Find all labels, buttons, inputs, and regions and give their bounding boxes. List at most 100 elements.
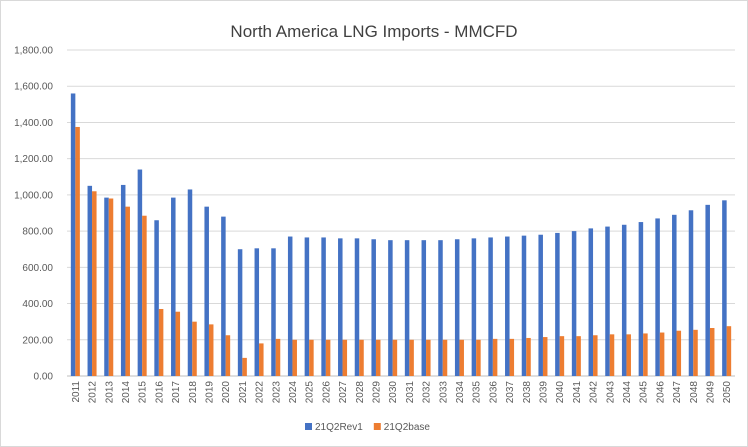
x-tick-label-2048: 2048 [689,381,700,404]
bar-21Q2Rev1-2048 [688,210,694,376]
bar-21Q2Rev1-2020 [221,216,226,376]
bar-21Q2base-2019 [208,324,214,376]
x-tick-label-2042: 2042 [589,381,600,404]
bar-21Q2base-2039 [542,337,548,376]
x-tick-label-2023: 2023 [271,381,282,404]
bar-21Q2base-2011 [75,126,80,376]
bar-21Q2base-2028 [359,339,364,376]
x-tick-label-2029: 2029 [371,381,382,404]
x-tick-label-2036: 2036 [488,381,499,404]
x-axis-ticks: 2011 2012 2013 2014 2015 2016 2017 2018 2019 2020… [71,381,733,404]
bar-21Q2Rev1-2043 [605,226,610,376]
bar-21Q2base-2037 [509,338,515,376]
bar-21Q2Rev1-2018 [187,189,193,376]
bar-21Q2base-2050 [726,326,732,376]
bar-21Q2Rev1-2017 [171,197,176,376]
bar-21Q2Rev1-2047 [672,214,677,376]
x-tick-label-2046: 2046 [655,381,666,404]
x-tick-label-2026: 2026 [321,381,332,404]
bar-21Q2Rev1-2027 [338,238,343,376]
y-axis-ticks: 0.00 200.00 400.00 600.00 800.00 1,000.00 1,20… [14,46,53,383]
bar-21Q2Rev1-2046 [655,218,660,376]
bar-21Q2Rev1-2026 [321,237,326,376]
x-tick-label-2011: 2011 [71,381,82,403]
y-tick-label-0: 0.00 [34,372,54,383]
x-tick-label-2040: 2040 [555,381,566,404]
y-tick-label-7: 1,400.00 [14,118,53,129]
bar-21Q2base-2020 [225,335,231,376]
y-tick-label-9: 1,800.00 [14,46,53,57]
bar-21Q2Rev1-2030 [388,240,393,376]
bar-21Q2base-2017 [175,311,181,376]
gridlines [67,49,735,377]
bar-21Q2base-2034 [459,339,464,376]
bar-21Q2Rev1-2038 [521,235,527,376]
y-tick-label-5: 1,000.00 [14,190,53,201]
x-tick-label-2012: 2012 [88,381,99,404]
y-tick-label-4: 800.00 [22,227,53,238]
x-tick-label-2014: 2014 [121,381,132,404]
x-tick-label-2047: 2047 [672,381,683,404]
bar-21Q2Rev1-2014 [120,184,126,376]
bar-21Q2base-2041 [576,336,581,376]
bar-21Q2Rev1-2016 [154,220,159,376]
bar-21Q2Rev1-2019 [204,206,209,376]
bar-21Q2base-2038 [526,337,531,376]
x-tick-label-2021: 2021 [238,381,249,404]
bar-21Q2Rev1-2037 [505,236,510,376]
bar-21Q2base-2027 [342,339,348,376]
x-tick-label-2017: 2017 [171,381,182,404]
bar-21Q2base-2026 [325,339,331,376]
x-tick-label-2020: 2020 [221,381,232,404]
y-tick-label-6: 1,200.00 [14,154,53,165]
x-tick-label-2041: 2041 [572,381,583,404]
x-tick-label-2015: 2015 [138,381,149,404]
x-tick-label-2016: 2016 [154,381,165,404]
bar-21Q2base-2048 [693,329,698,376]
bar-21Q2Rev1-2013 [104,197,109,376]
bar-21Q2base-2022 [259,343,264,376]
bar-21Q2base-2012 [92,191,97,376]
x-tick-label-2044: 2044 [622,381,633,404]
bar-21Q2base-2021 [242,357,247,376]
bar-21Q2base-2024 [292,339,297,376]
bar-21Q2base-2036 [492,338,498,376]
chart-title: North America LNG Imports - MMCFD [230,22,517,41]
bar-21Q2base-2046 [659,332,665,376]
x-tick-label-2013: 2013 [104,381,115,404]
bar-21Q2base-2015 [142,215,147,376]
legend-label-21Q2Rev1: 21Q2Rev1 [315,422,363,433]
bar-21Q2Rev1-2049 [705,204,710,376]
bar-21Q2Rev1-2022 [254,248,260,376]
bar-21Q2Rev1-2011 [70,93,76,376]
x-tick-label-2028: 2028 [355,381,366,404]
bar-21Q2base-2016 [158,308,164,376]
bar-21Q2base-2042 [593,335,598,376]
bar-21Q2base-2025 [309,339,314,376]
bar-21Q2base-2049 [709,328,715,376]
bar-21Q2Rev1-2025 [304,237,310,376]
x-tick-label-2039: 2039 [538,381,549,404]
bar-21Q2base-2040 [559,336,565,376]
bar-21Q2Rev1-2034 [454,239,460,376]
bar-21Q2Rev1-2040 [555,232,560,376]
bar-21Q2Rev1-2015 [137,169,143,376]
bar-21Q2Rev1-2029 [371,239,376,376]
bar-21Q2base-2044 [626,334,631,376]
x-tick-label-2018: 2018 [188,381,199,404]
bar-21Q2Rev1-2035 [471,238,477,376]
x-tick-label-2045: 2045 [639,381,650,404]
bar-21Q2Rev1-2021 [237,249,243,376]
x-tick-label-2019: 2019 [204,381,215,404]
bar-21Q2Rev1-2041 [571,231,577,376]
bar-21Q2Rev1-2023 [271,248,276,376]
y-tick-label-1: 200.00 [22,335,53,346]
bar-21Q2Rev1-2031 [404,240,410,376]
x-tick-label-2035: 2035 [472,381,483,404]
bars [70,93,732,376]
y-tick-label-2: 400.00 [22,299,53,310]
bar-21Q2Rev1-2039 [538,234,543,376]
x-tick-label-2034: 2034 [455,381,466,404]
legend-label-21Q2base: 21Q2base [384,422,431,433]
bar-21Q2base-2014 [125,206,130,376]
